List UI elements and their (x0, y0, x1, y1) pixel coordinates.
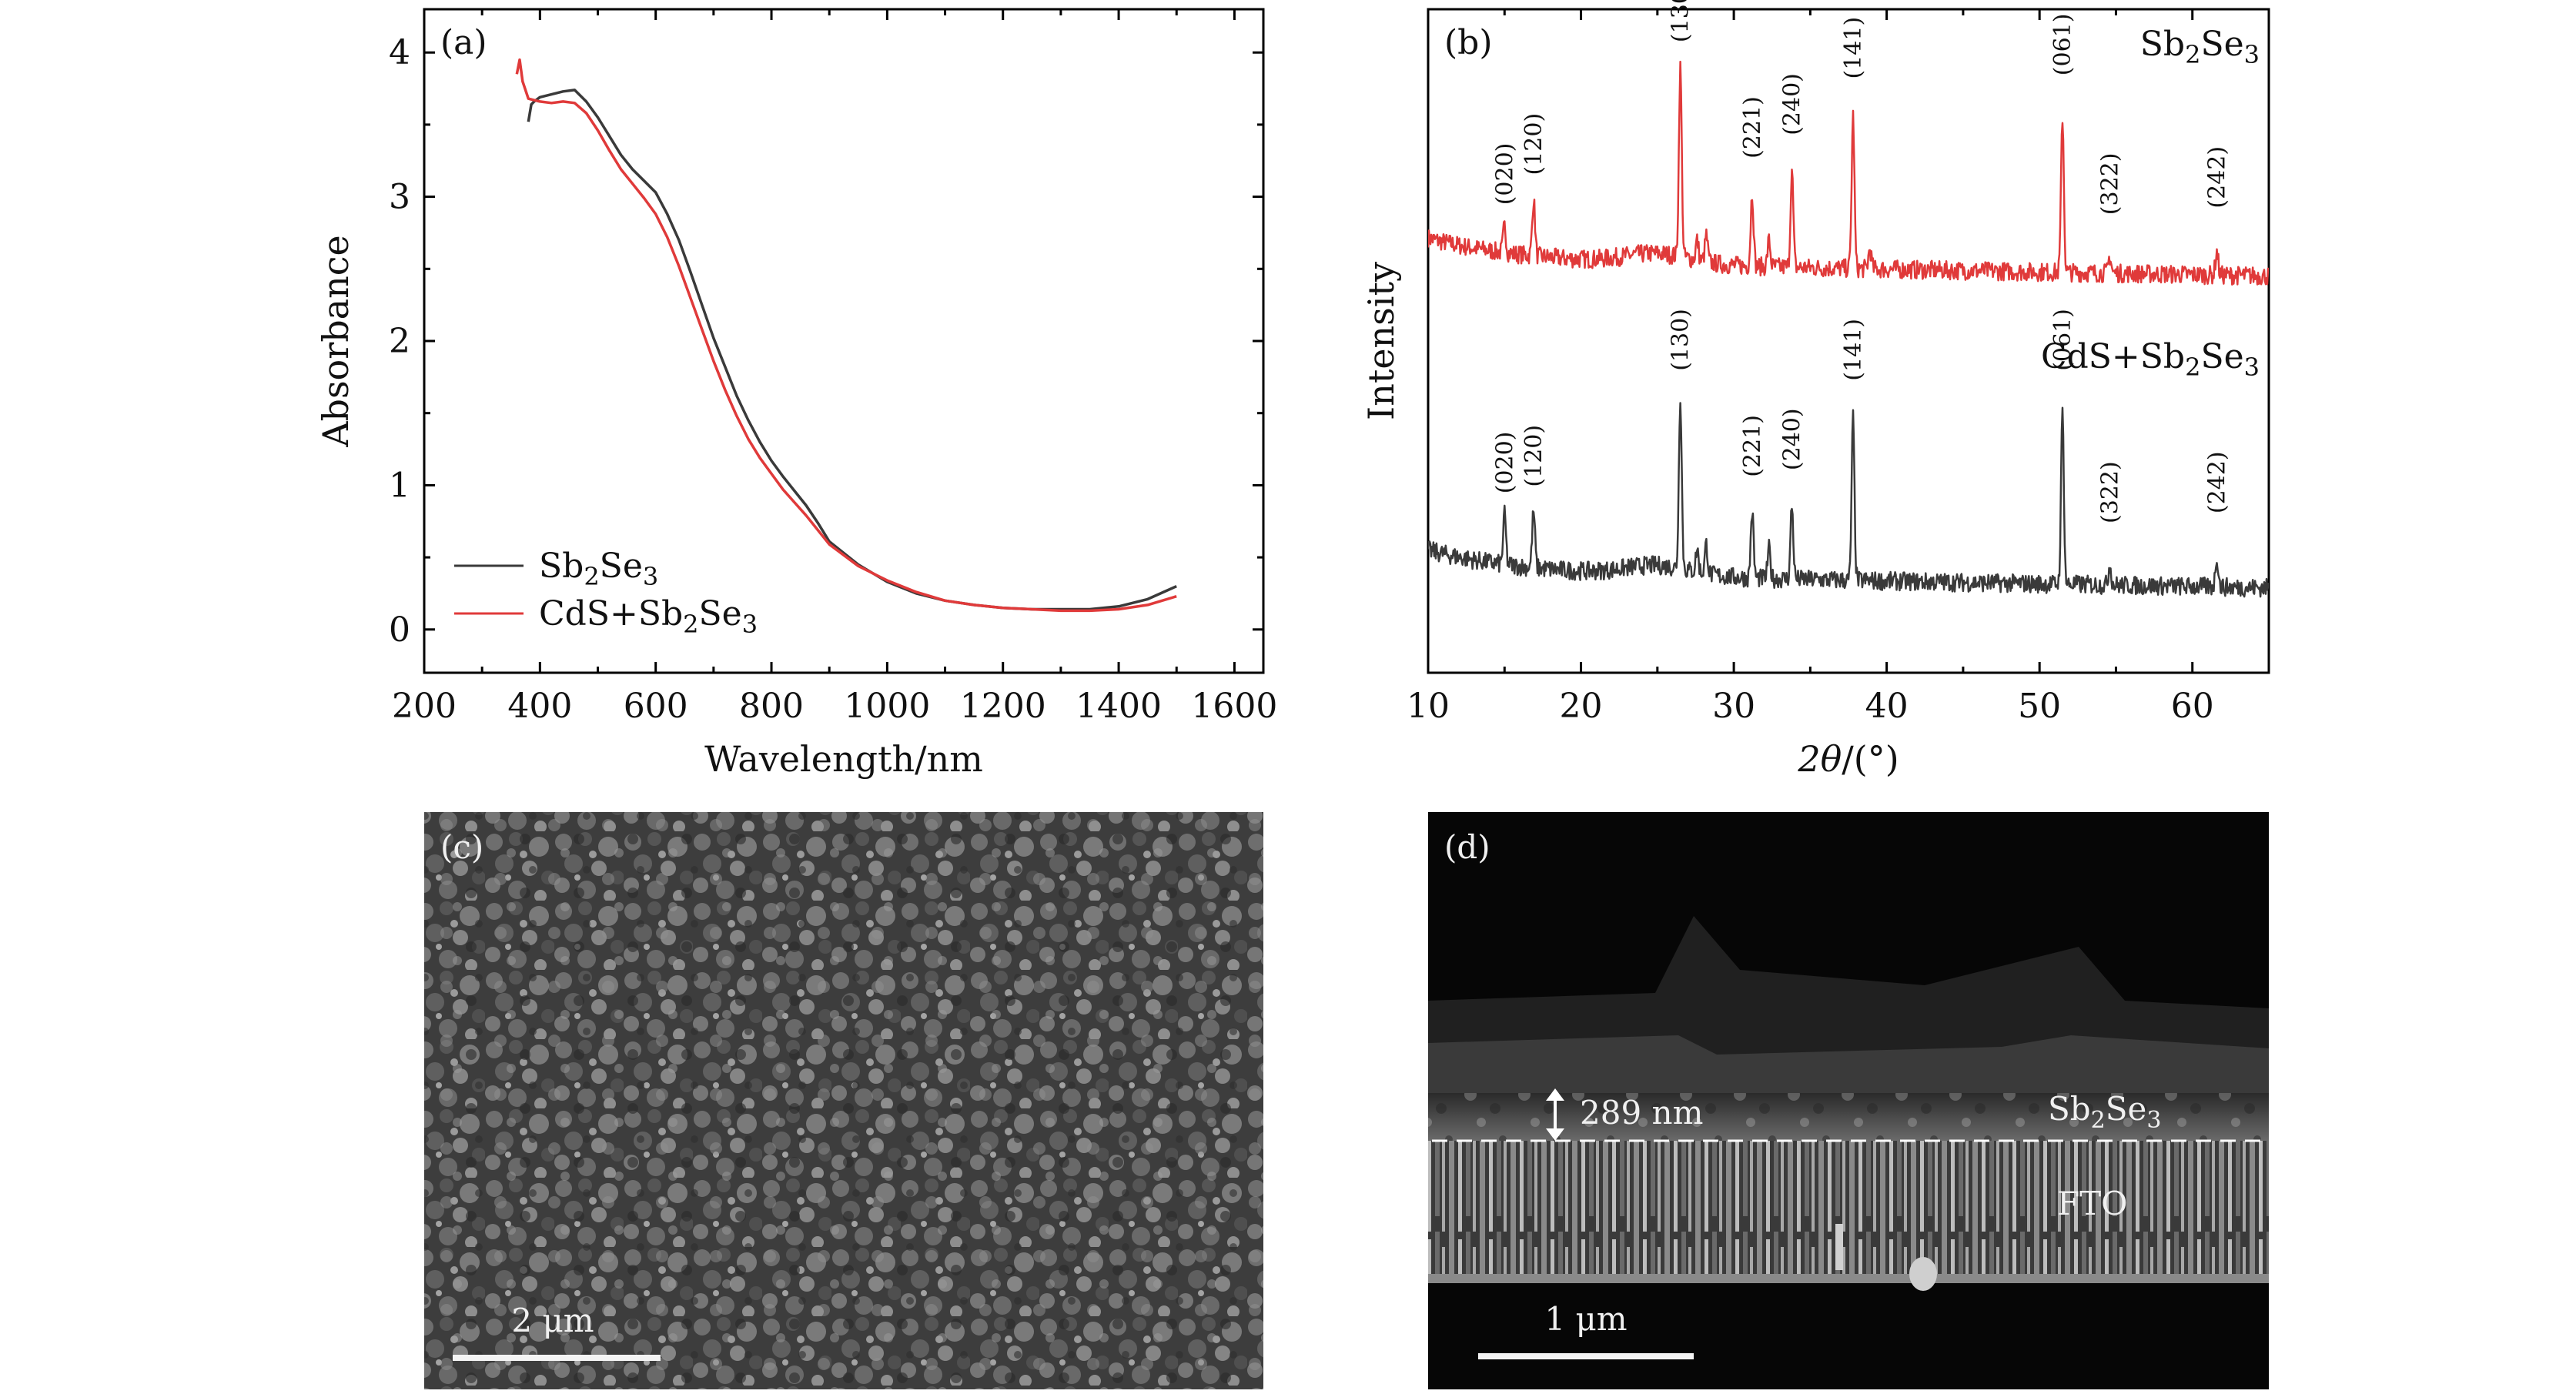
b-xtick-label: 50 (2018, 687, 2061, 726)
sem-d-top-surface (1428, 1035, 2269, 1093)
a-ytick-label: 1 (389, 466, 410, 505)
scalebar-c (453, 1355, 661, 1361)
peak-label: (221) (1739, 96, 1766, 159)
layer-label-sb2se3: Sb2Se3 (2048, 1090, 2162, 1134)
particle-1 (1909, 1257, 1937, 1291)
peak-label: (141) (1840, 17, 1867, 79)
b-xtick-label: 20 (1560, 687, 1603, 726)
panel-b-series (1428, 60, 2269, 598)
xrd-line-sb2se3 (1428, 60, 2269, 286)
peak-label: (221) (1739, 415, 1766, 477)
peak-label: (141) (1840, 319, 1867, 381)
legend-label-cds-sb2se3: CdS+Sb2Se3 (539, 594, 758, 639)
peak-label: (020) (1491, 432, 1518, 494)
peak-label: (242) (2204, 146, 2231, 209)
series-line-sb2se3 (527, 89, 1177, 611)
panel-c-label: (c) (440, 828, 483, 866)
series-line-cds-sb2se3 (515, 58, 1177, 613)
panel-a: 200 400 600 800 1000 1200 1400 1600 0 1 2 3 4 (a) Wa… (315, 8, 1277, 780)
panel-a-label: (a) (440, 23, 487, 62)
a-ytick-label: 4 (389, 33, 410, 72)
peak-label: (130) (1668, 0, 1694, 42)
thickness-arrow (1546, 1088, 1564, 1141)
a-xtick-label: 200 (392, 687, 457, 726)
a-xtick-label: 1200 (960, 687, 1046, 726)
panel-b-frame (1427, 8, 2270, 674)
a-xtick-label: 400 (507, 687, 572, 726)
peak-label: (130) (1668, 309, 1694, 371)
panel-b: 10 20 30 40 50 60 (020) (120)(130)(221) (240)(1… (1360, 0, 2270, 780)
fto-layer (1428, 1141, 2269, 1275)
panel-a-ylabel: Absorbance (315, 235, 356, 447)
peak-label: (061) (2049, 309, 2076, 371)
a-ytick-label: 2 (389, 322, 410, 361)
a-xtick-label: 1400 (1076, 687, 1162, 726)
peak-label: (240) (1779, 73, 1806, 135)
b-xtick-label: 30 (1712, 687, 1755, 726)
panel-b-ylabel: Intensity (1360, 262, 1402, 420)
panel-b-peak-labels: (020) (120)(130)(221) (240)(141) (061)(322)… (1491, 0, 2230, 523)
panel-a-series (515, 58, 1177, 613)
panel-a-legend: Sb2Se3 CdS+Sb2Se3 (454, 547, 758, 639)
panel-d-sem-image: 289 nm Sb2Se3 FTO (d) 1 μm (1428, 812, 2269, 1389)
peak-label: (240) (1779, 408, 1806, 470)
peak-label: (242) (2204, 451, 2231, 513)
panel-b-ticks: 10 20 30 40 50 60 (1407, 9, 2214, 726)
b-xtick-label: 40 (1865, 687, 1909, 726)
panel-a-xlabel: Wavelength/nm (704, 738, 983, 780)
panel-c-sem-image: (c) 2 μm (424, 812, 1263, 1389)
panel-b-label: (b) (1444, 23, 1493, 62)
a-ytick-label: 0 (389, 610, 410, 650)
scalebar-c-label: 2 μm (511, 1302, 594, 1339)
b-xtick-label: 10 (1407, 687, 1450, 726)
a-xtick-label: 600 (624, 687, 688, 726)
panel-a-ticks: 200 400 600 800 1000 1200 1400 1600 0 1 2 3 4 (389, 9, 1277, 726)
scalebar-d (1478, 1353, 1694, 1359)
panel-d-label: (d) (1444, 828, 1490, 866)
a-xtick-label: 1000 (844, 687, 930, 726)
series-label-cds-sb2se3: CdS+Sb2Se3 (2041, 337, 2260, 382)
sb2se3-layer-texture (1428, 1093, 2269, 1141)
a-xtick-label: 800 (739, 687, 804, 726)
peak-label: (120) (1521, 425, 1547, 487)
peak-label: (020) (1491, 143, 1518, 206)
b-xtick-label: 60 (2171, 687, 2214, 726)
peak-label: (120) (1521, 113, 1547, 176)
peak-label: (061) (2049, 14, 2076, 76)
xrd-line-cds-sb2se3 (1428, 402, 2269, 598)
thickness-label: 289 nm (1580, 1094, 1703, 1132)
panel-b-xlabel: 2θ/(°) (1797, 738, 1899, 780)
peak-label: (322) (2097, 461, 2124, 523)
a-ytick-label: 3 (389, 178, 410, 217)
series-label-sb2se3: Sb2Se3 (2140, 25, 2260, 69)
sem-c-texture (424, 812, 1263, 1389)
particle-2 (1835, 1224, 1843, 1270)
a-xtick-label: 1600 (1191, 687, 1277, 726)
layer-label-fto: FTO (2057, 1185, 2128, 1222)
scalebar-d-label: 1 μm (1544, 1300, 1627, 1338)
substrate-line (1428, 1274, 2269, 1283)
peak-label: (322) (2097, 153, 2124, 216)
legend-label-sb2se3: Sb2Se3 (539, 547, 658, 591)
